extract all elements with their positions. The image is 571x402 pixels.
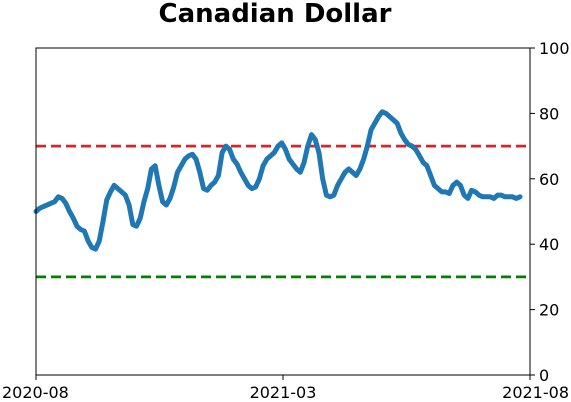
x-tick-label: 2021-03 — [250, 383, 317, 402]
y-tick-label: 100 — [539, 39, 570, 58]
x-tick-label: 2021-08 — [502, 383, 569, 402]
x-axis: 2020-08 2021-03 2021-08 — [2, 375, 569, 402]
chart-title: Canadian Dollar — [159, 0, 392, 29]
y-tick-label: 80 — [539, 104, 559, 123]
y-axis: 0 20 40 60 80 100 — [530, 39, 570, 385]
x-tick-label: 2020-08 — [2, 383, 69, 402]
y-tick-label: 20 — [539, 301, 559, 320]
plot-frame — [35, 47, 531, 376]
y-tick-label: 40 — [539, 235, 559, 254]
y-tick-label: 0 — [539, 366, 549, 385]
series-line — [33, 109, 523, 252]
y-tick-label: 60 — [539, 170, 559, 189]
